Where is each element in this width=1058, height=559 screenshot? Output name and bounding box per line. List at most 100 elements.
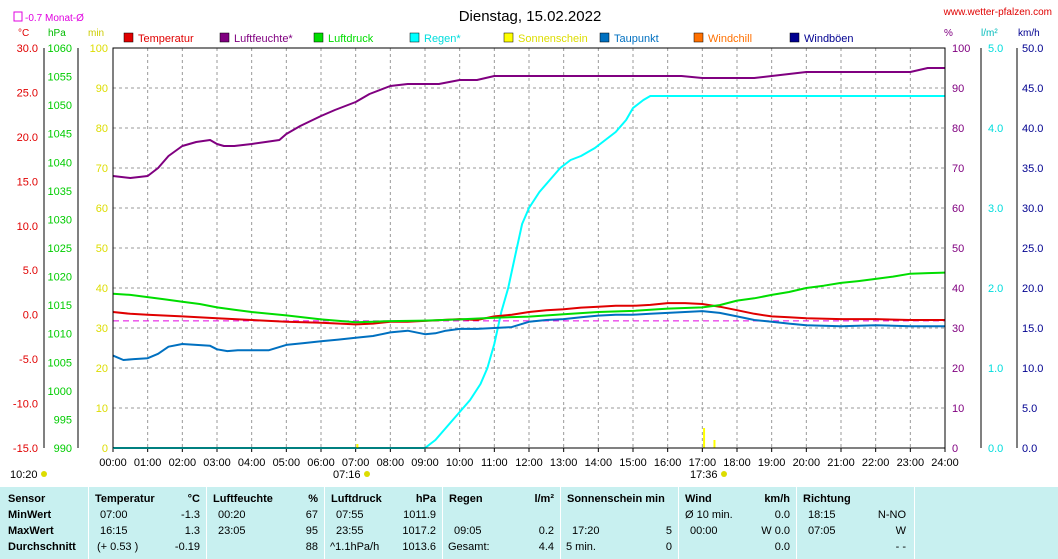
axis-tick-pressure: 1005: [48, 357, 72, 369]
axis-tick-humidity: 60: [952, 203, 964, 215]
hdr-wind: Wind: [685, 493, 712, 505]
unit-wind: km/h: [1018, 28, 1040, 39]
series-regen: [113, 95, 945, 449]
axis-tick-wind: 25.0: [1022, 243, 1043, 255]
hdr-sun: Sonnenschein min: [567, 493, 665, 505]
axis-tick-rain: 1.0: [988, 363, 1003, 375]
sun-avg-label: 5 min.: [566, 541, 596, 553]
axis-tick-wind: 35.0: [1022, 163, 1043, 175]
x-tick-label: 05:00: [273, 457, 301, 469]
axis-tick-pressure: 1045: [48, 129, 72, 141]
dir-min-time: 18:15: [808, 509, 836, 521]
axis-tick-minutes: 70: [96, 163, 108, 175]
axis-tick-pressure: 1030: [48, 214, 72, 226]
press-avg-val: 1013.6: [402, 541, 436, 553]
axis-tick-pressure: 1035: [48, 186, 72, 198]
x-tick-label: 13:00: [550, 457, 578, 469]
x-tick-label: 04:00: [238, 457, 266, 469]
axis-tick-temp: 30.0: [17, 43, 38, 55]
sunset-icon: [721, 471, 727, 477]
sunrise-time: 07:16: [333, 469, 361, 481]
unit-rain: l/m²: [981, 28, 998, 39]
series-luftdruck: [112, 271, 946, 324]
axis-tick-pressure: 1015: [48, 300, 72, 312]
rain-max-time: 09:05: [454, 525, 482, 537]
sunset-time: 17:36: [690, 469, 718, 481]
axis-tick-wind: 5.0: [1022, 403, 1037, 415]
x-tick-label: 11:00: [481, 457, 508, 469]
rain-avg-val: 4.4: [538, 541, 554, 553]
unit-pressure: hPa: [48, 28, 66, 39]
axis-tick-temp: -10.0: [13, 399, 38, 411]
axis-tick-humidity: 90: [952, 83, 964, 95]
x-tick-label: 00:00: [99, 457, 127, 469]
hum-max-time: 23:05: [218, 525, 246, 537]
axis-tick-pressure: 1000: [48, 386, 72, 398]
plot-frame: [112, 47, 946, 449]
stats-col-divider: [88, 487, 89, 559]
sun-avg-val: 0: [665, 541, 672, 553]
legend-swatch: [313, 32, 324, 43]
legend-swatch: [409, 32, 420, 43]
hdr-press-unit: hPa: [415, 493, 436, 505]
legend-swatch: [219, 32, 230, 43]
axis-tick-humidity: 50: [952, 243, 964, 255]
x-tick-label: 01:00: [134, 457, 162, 469]
lbl-min: MinWert: [8, 509, 52, 521]
lbl-max: MaxWert: [8, 525, 54, 537]
axis-tick-temp: 10.0: [17, 221, 38, 233]
x-tick-label: 08:00: [377, 457, 405, 469]
axis-tick-humidity: 0: [952, 443, 958, 455]
wind-min-label: Ø 10 min.: [685, 509, 733, 521]
axis-tick-pressure: 1060: [48, 43, 72, 55]
legend-swatch: [693, 32, 704, 43]
temp-min-val: -1.3: [181, 509, 200, 521]
legend-label: Taupunkt: [614, 33, 659, 45]
press-min-val: 1011.9: [403, 509, 436, 521]
wind-min-val: 0.0: [774, 509, 790, 521]
axis-tick-rain: 2.0: [988, 283, 1003, 295]
axis-tick-pressure: 1020: [48, 272, 72, 284]
x-tick-label: 09:00: [411, 457, 439, 469]
axis-tick-temp: 5.0: [23, 265, 38, 277]
lbl-avg: Durchschnitt: [8, 541, 76, 553]
axis-tick-wind: 20.0: [1022, 283, 1043, 295]
x-tick-label: 17:00: [689, 457, 717, 469]
axis-tick-wind: 50.0: [1022, 43, 1043, 55]
dir-max-time: 07:05: [808, 525, 836, 537]
axis-tick-minutes: 100: [90, 43, 108, 55]
axis-tick-humidity: 30: [952, 323, 964, 335]
hdr-dir: Richtung: [803, 493, 851, 505]
press-max-time: 23:55: [336, 525, 364, 537]
legend-swatch: [789, 32, 800, 43]
axis-tick-temp: 0.0: [23, 310, 38, 322]
temp-avg-extra: (+ 0.53 ): [97, 541, 139, 553]
hum-max-val: 95: [305, 525, 318, 537]
x-tick-label: 02:00: [169, 457, 197, 469]
hum-avg-val: 88: [305, 541, 318, 553]
axis-tick-pressure: 1055: [48, 72, 72, 84]
axis-tick-rain: 5.0: [988, 43, 1003, 55]
axis-tick-humidity: 10: [952, 403, 964, 415]
axis-tick-humidity: 40: [952, 283, 964, 295]
series-temperatur: [112, 302, 945, 326]
axis-tick-minutes: 90: [96, 83, 108, 95]
moon-icon: [41, 471, 47, 477]
unit-temp: °C: [18, 28, 29, 39]
x-tick-label: 15:00: [619, 457, 647, 469]
moon-time: 10:20: [10, 469, 38, 481]
wind-avg-val: 0.0: [774, 541, 790, 553]
axis-tick-wind: 40.0: [1022, 123, 1043, 135]
stats-col-divider: [324, 487, 325, 559]
wind-max-val: W 0.0: [761, 525, 790, 537]
axis-tick-humidity: 70: [952, 163, 964, 175]
x-tick-label: 12:00: [515, 457, 543, 469]
axis-tick-pressure: 995: [54, 414, 72, 426]
x-tick-label: 06:00: [307, 457, 335, 469]
press-avg-extra: ^1.1hPa/h: [330, 541, 380, 553]
axis-tick-rain: 0.0: [988, 443, 1003, 455]
hum-min-time: 00:20: [218, 509, 246, 521]
x-tick-label: 21:00: [827, 457, 855, 469]
sun-max-val: 5: [665, 525, 672, 537]
rain-max-val: 0.2: [538, 525, 554, 537]
